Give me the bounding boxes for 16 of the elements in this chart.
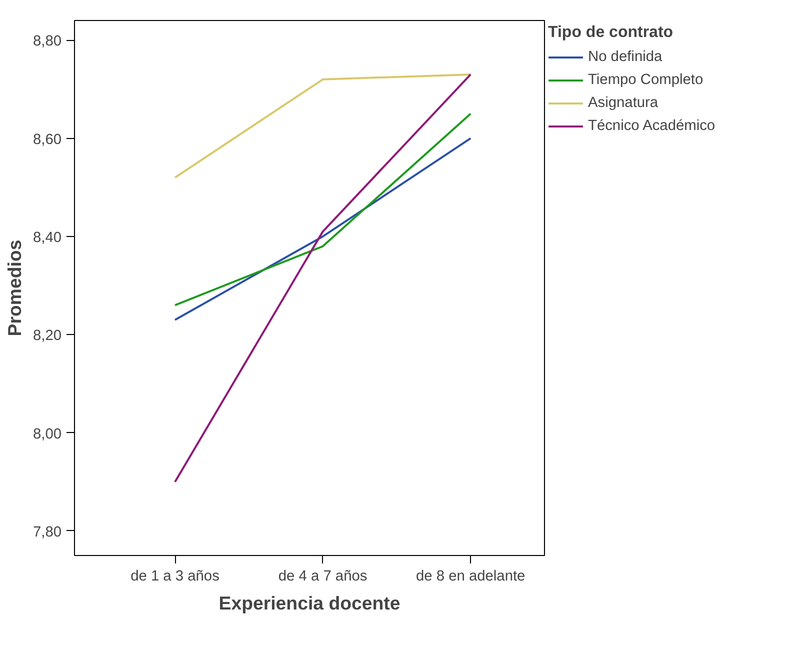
x-axis-title: Experiencia docente [218,592,400,614]
legend-label: Asignatura [588,95,658,111]
x-tick-label: de 4 a 7 años [278,568,368,584]
y-axis-title: Promedios [4,240,25,336]
y-tick-label: 8,00 [32,426,62,442]
legend-label: Técnico Académico [588,118,716,134]
legend-label: Tiempo Completo [588,72,704,88]
legend-label: No definida [588,49,662,65]
x-tick-label: de 8 en adelante [416,568,526,584]
y-tick-label: 8,80 [32,34,62,50]
y-tick-label: 8,60 [32,132,62,148]
legend-title: Tipo de contrato [548,24,674,42]
y-tick-label: 8,20 [32,328,62,344]
y-tick-label: 8,40 [32,230,62,246]
y-tick-label: 7,80 [32,524,62,540]
x-tick-label: de 1 a 3 años [130,568,220,584]
